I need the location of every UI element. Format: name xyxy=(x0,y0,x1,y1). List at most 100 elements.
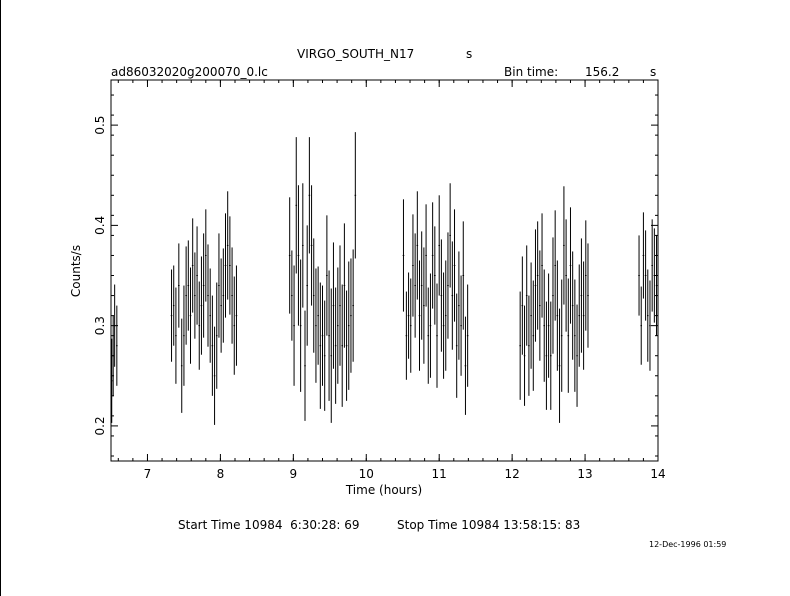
data-point xyxy=(539,250,541,361)
data-point xyxy=(558,308,561,423)
data-point xyxy=(321,285,324,386)
data-point xyxy=(549,301,552,410)
data-point xyxy=(347,261,350,390)
x-tick-label: 8 xyxy=(217,467,225,481)
data-point xyxy=(431,202,434,309)
data-point xyxy=(649,280,651,371)
data-point xyxy=(462,221,465,330)
data-point xyxy=(231,247,233,344)
data-point xyxy=(302,183,304,308)
data-point xyxy=(587,243,589,348)
data-point xyxy=(306,225,308,346)
data-point xyxy=(653,228,656,323)
data-point xyxy=(187,240,190,331)
data-point xyxy=(110,338,113,423)
data-point xyxy=(295,137,298,274)
data-point xyxy=(205,209,207,302)
data-point xyxy=(458,251,460,360)
data-point xyxy=(525,245,528,346)
x-axis-label: Time (hours) xyxy=(345,483,422,497)
data-point xyxy=(543,269,546,382)
data-point xyxy=(226,191,229,300)
data-point xyxy=(412,214,414,317)
data-point xyxy=(425,204,427,307)
data-point xyxy=(113,284,116,367)
data-point xyxy=(180,318,183,413)
x-axis: 7 8 9 10 11 12 13 14 xyxy=(117,80,666,481)
data-point xyxy=(299,259,302,392)
data-point xyxy=(304,310,306,421)
data-point xyxy=(414,233,416,338)
y-axis: 0.2 0.3 0.4 0.5 xyxy=(93,94,658,457)
data-point xyxy=(222,248,225,343)
data-point xyxy=(528,295,530,396)
data-point xyxy=(545,301,548,410)
data-point xyxy=(642,212,645,299)
data-point xyxy=(449,183,451,288)
data-point xyxy=(202,233,205,338)
data-point xyxy=(646,269,649,362)
data-point xyxy=(191,218,194,313)
data-point xyxy=(576,304,578,407)
bin-time-unit: s xyxy=(650,65,657,79)
data-point xyxy=(178,243,180,328)
data-point xyxy=(194,252,196,339)
data-point xyxy=(224,213,227,318)
data-point xyxy=(345,290,348,401)
data-point xyxy=(582,261,585,370)
data-point xyxy=(170,269,173,362)
data-point xyxy=(233,276,236,375)
data-point xyxy=(218,233,220,338)
x-tick-label: 13 xyxy=(577,467,592,481)
data-point xyxy=(235,265,238,366)
data-point xyxy=(354,132,357,259)
data-point xyxy=(578,264,581,367)
data-point xyxy=(116,305,118,386)
data-point xyxy=(585,220,587,331)
data-point xyxy=(640,286,643,365)
data-point xyxy=(453,209,456,322)
y-tick-label: 0.4 xyxy=(93,216,107,235)
data-point xyxy=(409,278,412,373)
data-point xyxy=(418,260,421,371)
data-point xyxy=(534,229,537,342)
data-point xyxy=(332,242,335,369)
data-point xyxy=(638,235,640,316)
data-point xyxy=(213,326,216,425)
data-point xyxy=(112,315,114,396)
data-point xyxy=(310,185,313,306)
data-point xyxy=(198,281,201,370)
data-point xyxy=(350,258,352,373)
data-point xyxy=(655,235,658,336)
data-point xyxy=(337,267,339,384)
data-point xyxy=(420,231,423,340)
data-point xyxy=(326,215,328,336)
data-point xyxy=(175,287,177,384)
window-left-border xyxy=(0,0,1,596)
data-point xyxy=(440,239,443,352)
data-point xyxy=(319,282,322,409)
data-point xyxy=(574,279,576,392)
data-point xyxy=(521,256,524,355)
data-point xyxy=(532,280,535,391)
data-point xyxy=(185,246,187,345)
data-point xyxy=(405,291,408,380)
data-point xyxy=(402,199,405,312)
data-point xyxy=(541,213,543,318)
data-point xyxy=(580,238,583,353)
data-point xyxy=(554,210,556,321)
y-axis-label: Counts/s xyxy=(69,245,83,297)
data-point xyxy=(547,273,550,378)
data-point xyxy=(317,266,319,365)
data-point xyxy=(530,262,532,369)
data-point xyxy=(323,300,326,411)
data-point xyxy=(334,287,337,404)
data-point xyxy=(352,249,354,362)
data-point xyxy=(438,195,440,296)
plot-frame xyxy=(110,79,659,462)
bin-time-value: 156.2 xyxy=(585,65,620,79)
data-point xyxy=(651,219,653,312)
data-point xyxy=(423,247,425,364)
data-point xyxy=(565,219,567,332)
